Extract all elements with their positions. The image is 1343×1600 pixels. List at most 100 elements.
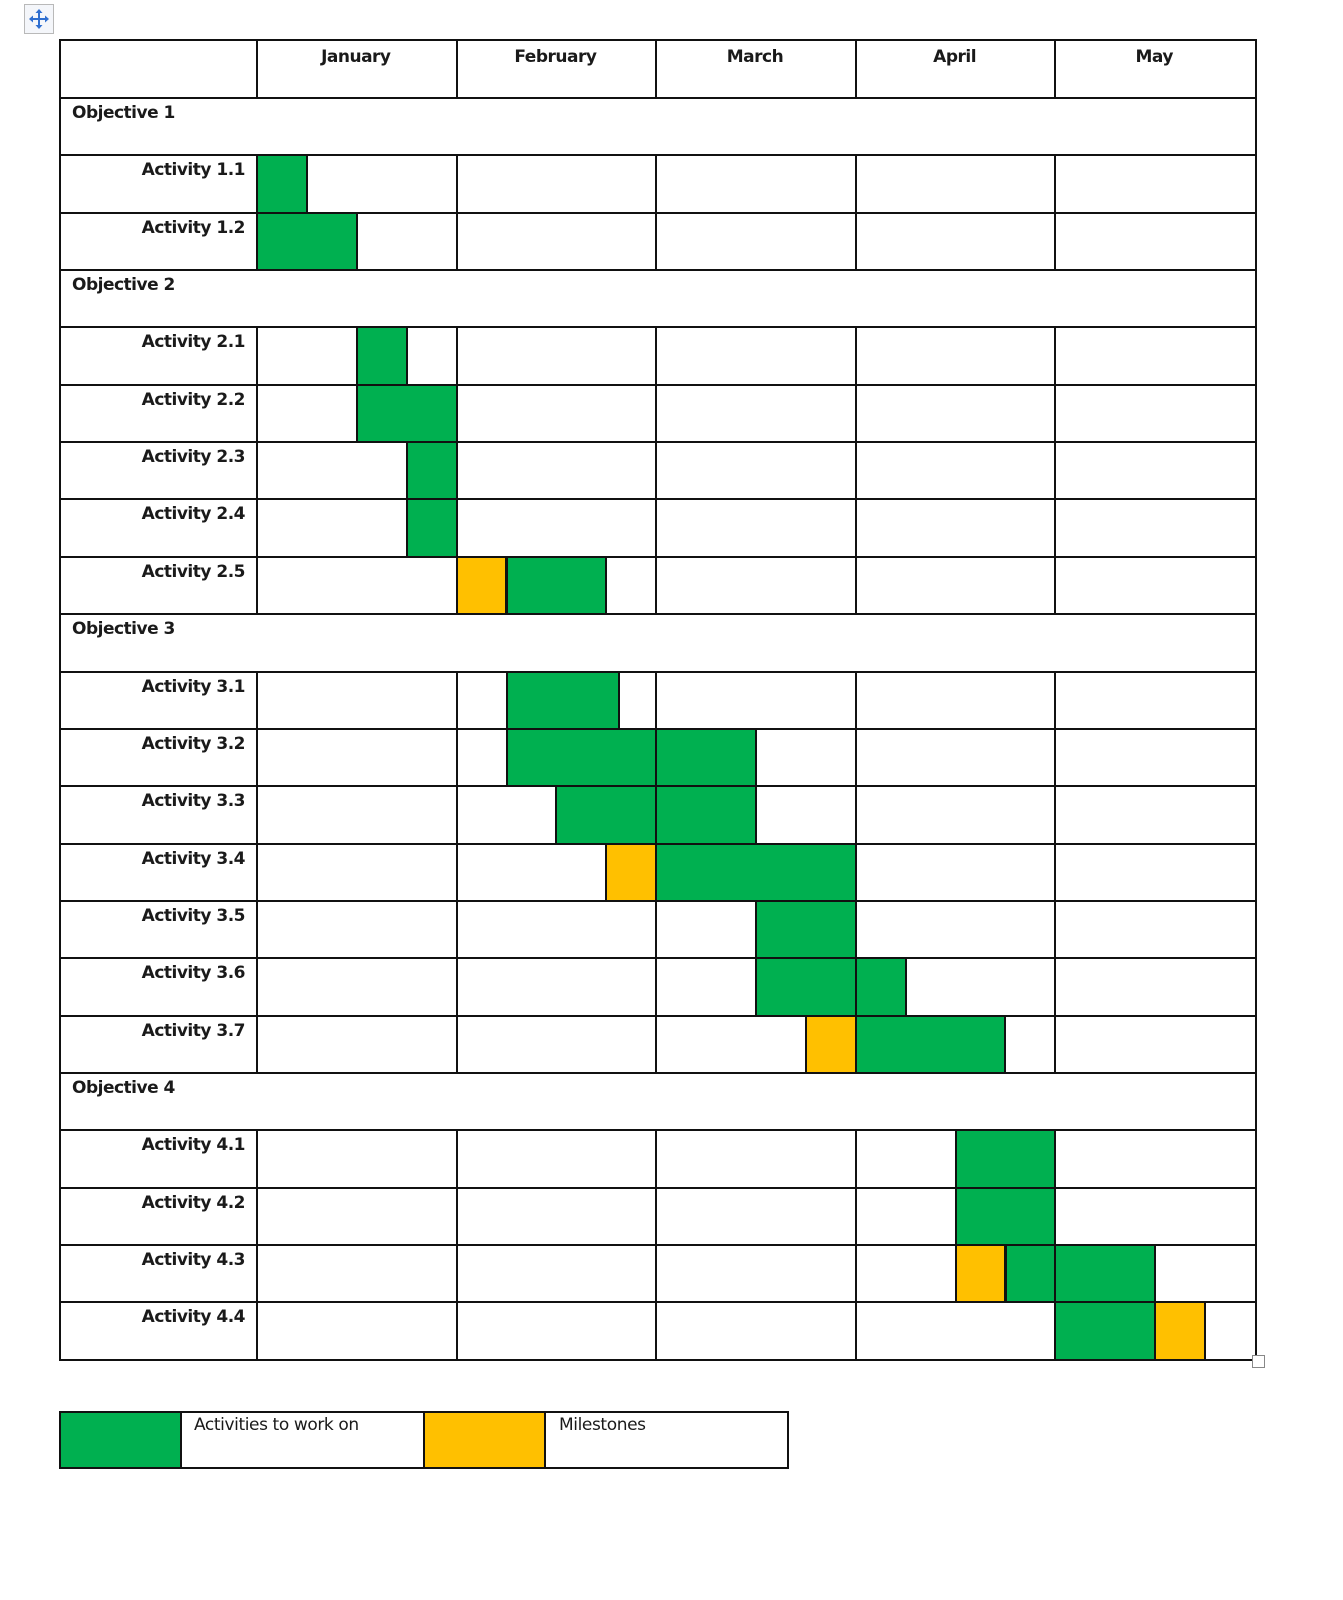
grid-vline [1054, 957, 1057, 1017]
grid-vline [455, 670, 458, 730]
grid-vline [256, 727, 258, 788]
activity-bar [655, 785, 757, 845]
activity-label: Activity 3.2 [141, 733, 246, 754]
grid-vline [655, 1244, 658, 1304]
legend-milestone-swatch [425, 1413, 546, 1467]
activity-label: Activity 1.2 [141, 217, 246, 238]
activity-label: Activity 2.4 [141, 504, 246, 525]
grid-vline [1054, 211, 1057, 272]
activity-bar [505, 555, 608, 616]
grid-vline [455, 1301, 458, 1361]
grid-vline [256, 326, 258, 386]
activity-bar [355, 383, 458, 444]
activity-bar [854, 1014, 1007, 1074]
activity-bar [555, 785, 658, 845]
activity-bar [355, 326, 408, 386]
activity-label: Activity 3.1 [141, 676, 246, 697]
grid-hline [59, 1358, 1257, 1361]
grid-vline [256, 498, 258, 558]
grid-vline [256, 785, 258, 845]
grid-vline [256, 383, 258, 444]
grid-vline [854, 211, 857, 272]
grid-hline [59, 670, 1257, 673]
grid-vline [455, 1014, 458, 1074]
grid-vline [455, 1186, 458, 1246]
grid-vline [256, 1129, 258, 1189]
grid-vline [854, 441, 857, 501]
grid-vline [854, 1129, 857, 1189]
activity-label: Activity 2.3 [141, 447, 246, 468]
grid-hline [59, 1186, 1257, 1189]
grid-vline [455, 211, 458, 272]
grid-hline [59, 39, 1257, 41]
activity-label: Activity 4.1 [141, 1135, 246, 1156]
grid-hline [59, 326, 1257, 329]
milestone-bar [954, 1244, 1007, 1304]
legend-activity-swatch [61, 1413, 182, 1467]
objective-label: Objective 2 [72, 275, 175, 296]
objective-label: Objective 1 [72, 103, 175, 123]
activity-bar [256, 211, 358, 272]
grid-vline [256, 1186, 258, 1246]
grid-vline [256, 899, 258, 960]
move-arrows-icon [29, 9, 49, 29]
grid-vline [655, 1014, 658, 1074]
activity-label: Activity 2.1 [141, 332, 246, 353]
activity-label: Activity 2.2 [141, 389, 246, 410]
grid-vline [1054, 1014, 1057, 1074]
grid-vline [854, 670, 857, 730]
activity-label: Activity 3.5 [141, 905, 246, 926]
grid-hline [59, 97, 1257, 99]
grid-vline [256, 842, 258, 902]
table-resize-handle[interactable] [1252, 1355, 1265, 1368]
grid-vline [1054, 39, 1057, 99]
activity-label: Activity 3.6 [141, 963, 246, 984]
grid-vline [1054, 326, 1057, 386]
grid-vline [854, 39, 857, 99]
grid-hline [59, 269, 1257, 272]
grid-hline [59, 383, 1257, 386]
activity-label: Activity 4.3 [141, 1250, 246, 1270]
grid-vline [655, 211, 658, 272]
grid-vline [455, 785, 458, 845]
grid-vline [655, 957, 658, 1017]
grid-vline [655, 670, 658, 730]
gantt-table: January February March April May Objective 1 A… [59, 39, 1257, 1361]
grid-vline [455, 957, 458, 1017]
legend-milestone-swatch-left-border [423, 1413, 425, 1467]
activity-bar [954, 1186, 1057, 1246]
month-header-may: May [1135, 47, 1173, 67]
grid-vline [655, 441, 658, 501]
activity-bar [505, 670, 620, 730]
grid-vline [655, 498, 658, 558]
grid-hline [59, 1129, 1257, 1132]
grid-vline [854, 1244, 857, 1304]
grid-vline [59, 39, 61, 1361]
grid-vline [256, 670, 258, 730]
grid-vline [455, 154, 458, 214]
activity-bar [755, 899, 857, 960]
grid-vline [854, 498, 857, 558]
grid-vline [655, 1186, 658, 1246]
activity-label: Activity 1.1 [141, 160, 246, 181]
milestone-bar [804, 1014, 857, 1074]
grid-vline [655, 326, 658, 386]
grid-vline [655, 899, 658, 960]
grid-vline [655, 39, 658, 99]
activity-bar [954, 1129, 1057, 1189]
activity-bar [755, 957, 857, 1017]
legend-milestone-label: Milestones [559, 1415, 646, 1435]
grid-hline [59, 441, 1257, 444]
table-move-handle[interactable] [24, 4, 54, 34]
activity-bar [1054, 1301, 1157, 1361]
activity-bar [1004, 1244, 1057, 1304]
month-header-march: March [726, 47, 784, 67]
grid-vline [854, 727, 857, 788]
grid-vline [854, 1301, 857, 1361]
grid-vline [256, 957, 258, 1017]
activity-label: Activity 3.3 [141, 791, 246, 812]
grid-hline [59, 1244, 1257, 1246]
grid-vline [1255, 39, 1257, 1361]
activity-label: Activity 4.2 [141, 1192, 246, 1213]
grid-vline [1054, 670, 1057, 730]
